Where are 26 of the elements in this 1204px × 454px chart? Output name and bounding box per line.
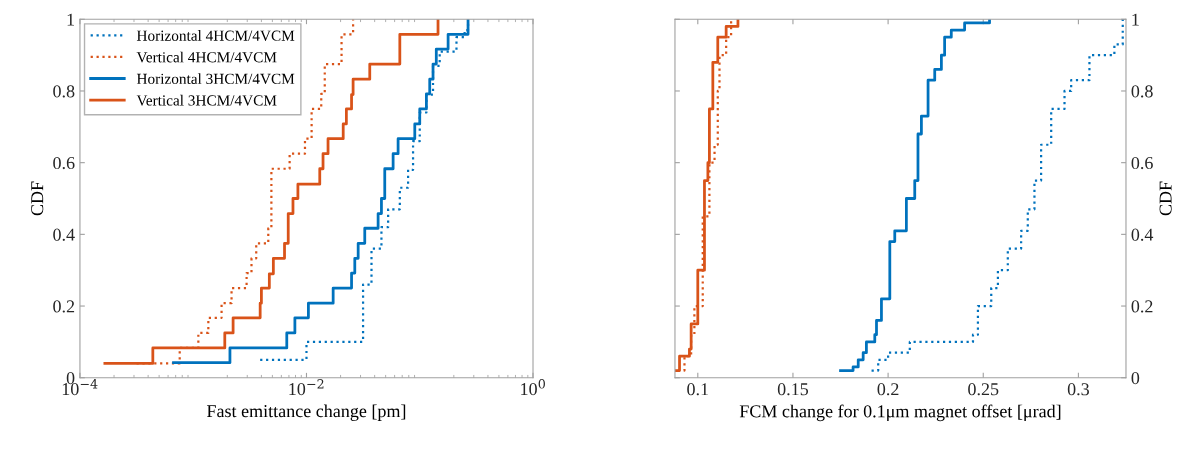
y-tick-label: 0.6 xyxy=(53,156,75,170)
y2-tick-label: 1 xyxy=(1132,13,1139,26)
legend-label: Vertical 3HCM/4VCM xyxy=(136,94,277,106)
y-tick-label: 0.2 xyxy=(53,300,75,313)
y2-axis-title: CDF xyxy=(1159,181,1172,216)
y2-tick-label: 0.4 xyxy=(1131,228,1154,241)
x-tick-label: 0.2 xyxy=(877,383,899,396)
x-tick-label: 10$^{−2}$ xyxy=(289,379,324,396)
y-tick-label: 1 xyxy=(67,13,74,26)
y2-tick-label: 0.8 xyxy=(1131,85,1153,98)
y-axis-title: CDF xyxy=(31,181,44,216)
x-axis-title: FCM change for 0.1μm magnet offset [μrad] xyxy=(739,404,1061,422)
y2-tick-label: 0.6 xyxy=(1131,156,1153,170)
legend-label: Horizontal 4HCM/4VCM xyxy=(136,30,295,41)
y-tick-label: 0.8 xyxy=(53,85,75,98)
x-tick-label: 0.25 xyxy=(968,383,999,396)
y-tick-label: 0.4 xyxy=(53,228,75,241)
y2-tick-label: 0.2 xyxy=(1131,300,1153,313)
y2-tick-label: 0 xyxy=(1131,371,1140,385)
x-tick-label: 0.3 xyxy=(1067,383,1089,396)
x-tick-label: 10$^{0}$ xyxy=(521,379,545,396)
x-axis-title: Fast emittance change [pm] xyxy=(206,404,406,421)
legend-label: Vertical 4HCM/4VCM xyxy=(136,51,277,63)
legend-label: Horizontal 3HCM/4VCM xyxy=(136,73,295,85)
x-tick-label: 0.1 xyxy=(687,383,708,396)
x-tick-label: 0.15 xyxy=(777,383,809,396)
